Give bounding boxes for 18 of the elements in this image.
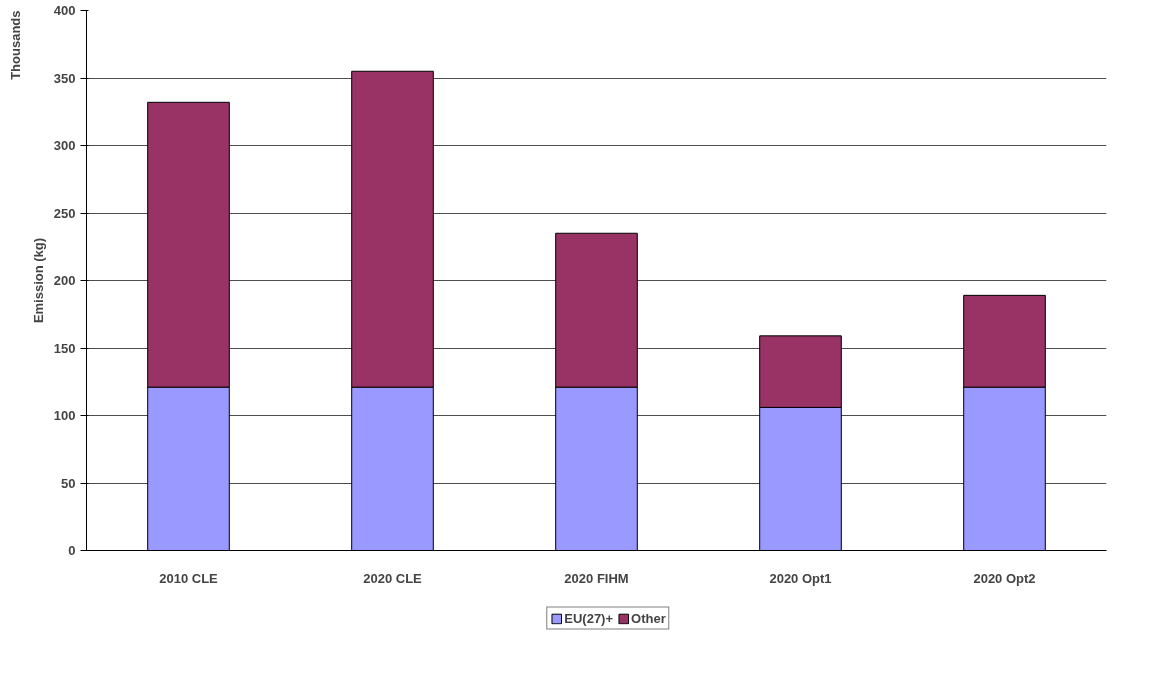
x-tick-label: 2020 Opt2 — [973, 570, 1036, 586]
y-tick-label: 350 — [53, 70, 76, 86]
y-tick-label: 100 — [53, 408, 76, 423]
text: Thousands — [7, 10, 23, 80]
x-tick-label: 2020 CLE — [363, 570, 423, 586]
y-tick-label: 0 — [68, 543, 76, 558]
y-tick-label: 50 — [61, 475, 76, 491]
y-tick-label: 150 — [53, 340, 76, 356]
x-tick-label: 2010 CLE — [159, 570, 219, 586]
legend-label: Other — [631, 610, 666, 626]
y-tick-label: 400 — [53, 3, 76, 18]
y-tick-label: 250 — [53, 205, 76, 221]
x-tick-label: 2020 Opt1 — [769, 570, 832, 586]
y-axis-title: Emission (kg) — [30, 237, 46, 324]
legend-label: EU(27)+ — [564, 610, 614, 626]
y-tick-label: 200 — [53, 273, 76, 288]
x-tick-label: 2020 FIHM — [564, 570, 629, 586]
y-tick-label: 300 — [53, 138, 76, 153]
